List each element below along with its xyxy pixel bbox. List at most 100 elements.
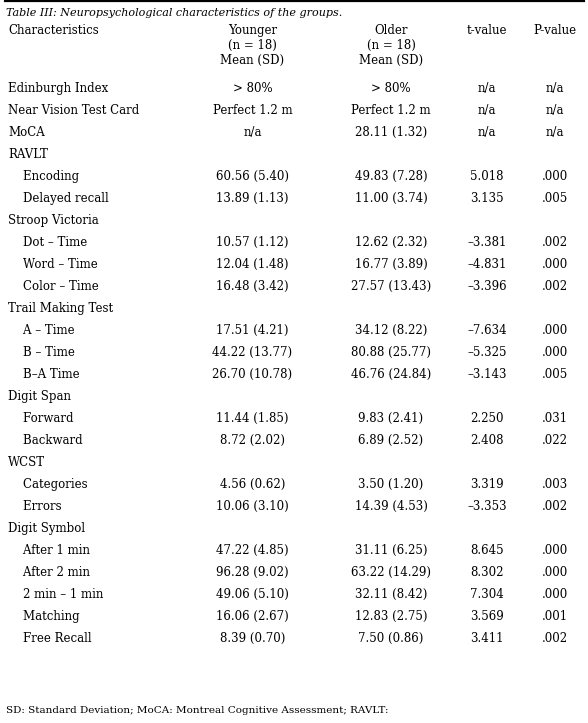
Text: Backward: Backward	[8, 434, 83, 447]
Text: 44.22 (13.77): 44.22 (13.77)	[212, 346, 293, 359]
Text: n/a: n/a	[477, 126, 496, 139]
Text: 26.70 (10.78): 26.70 (10.78)	[212, 368, 293, 381]
Text: Table III: Neuropsychological characteristics of the groups.: Table III: Neuropsychological characteri…	[6, 8, 342, 18]
Text: 12.04 (1.48): 12.04 (1.48)	[216, 258, 289, 271]
Text: Digit Symbol: Digit Symbol	[8, 522, 85, 535]
Text: 8.39 (0.70): 8.39 (0.70)	[220, 632, 285, 645]
Text: Matching: Matching	[8, 610, 79, 623]
Text: 3.569: 3.569	[470, 610, 504, 623]
Text: Color – Time: Color – Time	[8, 280, 99, 293]
Text: 10.06 (3.10): 10.06 (3.10)	[216, 500, 289, 513]
Text: n/a: n/a	[477, 104, 496, 117]
Text: n/a: n/a	[546, 82, 564, 95]
Text: 3.135: 3.135	[470, 192, 504, 205]
Text: 3.411: 3.411	[470, 632, 504, 645]
Text: 49.83 (7.28): 49.83 (7.28)	[355, 170, 427, 183]
Text: –3.381: –3.381	[467, 236, 507, 249]
Text: –3.143: –3.143	[467, 368, 507, 381]
Text: Word – Time: Word – Time	[8, 258, 98, 271]
Text: 4.56 (0.62): 4.56 (0.62)	[220, 478, 285, 491]
Text: 7.304: 7.304	[470, 588, 504, 601]
Text: t-value: t-value	[467, 24, 507, 37]
Text: .000: .000	[542, 544, 568, 557]
Text: –7.634: –7.634	[467, 324, 507, 337]
Text: Delayed recall: Delayed recall	[8, 192, 109, 205]
Text: 6.89 (2.52): 6.89 (2.52)	[359, 434, 423, 447]
Text: 11.00 (3.74): 11.00 (3.74)	[355, 192, 427, 205]
Text: Perfect 1.2 m: Perfect 1.2 m	[213, 104, 292, 117]
Text: 28.11 (1.32): 28.11 (1.32)	[355, 126, 427, 139]
Text: 49.06 (5.10): 49.06 (5.10)	[216, 588, 289, 601]
Text: 8.302: 8.302	[470, 566, 504, 579]
Text: A – Time: A – Time	[8, 324, 75, 337]
Text: n/a: n/a	[477, 82, 496, 95]
Text: .000: .000	[542, 346, 568, 359]
Text: 11.44 (1.85): 11.44 (1.85)	[216, 412, 289, 425]
Text: Dot – Time: Dot – Time	[8, 236, 87, 249]
Text: 96.28 (9.02): 96.28 (9.02)	[216, 566, 289, 579]
Text: RAVLT: RAVLT	[8, 148, 48, 161]
Text: > 80%: > 80%	[371, 82, 411, 95]
Text: 2.408: 2.408	[470, 434, 504, 447]
Text: .001: .001	[542, 610, 568, 623]
Text: 17.51 (4.21): 17.51 (4.21)	[216, 324, 289, 337]
Text: Mean (SD): Mean (SD)	[220, 54, 285, 67]
Text: .002: .002	[542, 500, 568, 513]
Text: .002: .002	[542, 236, 568, 249]
Text: 31.11 (6.25): 31.11 (6.25)	[355, 544, 427, 557]
Text: > 80%: > 80%	[233, 82, 272, 95]
Text: (n = 18): (n = 18)	[228, 39, 277, 52]
Text: .002: .002	[542, 632, 568, 645]
Text: Free Recall: Free Recall	[8, 632, 92, 645]
Text: .005: .005	[542, 368, 568, 381]
Text: 13.89 (1.13): 13.89 (1.13)	[216, 192, 289, 205]
Text: .000: .000	[542, 258, 568, 271]
Text: 2.250: 2.250	[470, 412, 504, 425]
Text: 16.06 (2.67): 16.06 (2.67)	[216, 610, 289, 623]
Text: Encoding: Encoding	[8, 170, 79, 183]
Text: 10.57 (1.12): 10.57 (1.12)	[216, 236, 289, 249]
Text: Edinburgh Index: Edinburgh Index	[8, 82, 108, 95]
Text: 47.22 (4.85): 47.22 (4.85)	[216, 544, 289, 557]
Text: 63.22 (14.29): 63.22 (14.29)	[351, 566, 431, 579]
Text: Categories: Categories	[8, 478, 88, 491]
Text: –4.831: –4.831	[467, 258, 507, 271]
Text: n/a: n/a	[243, 126, 262, 139]
Text: 12.62 (2.32): 12.62 (2.32)	[355, 236, 427, 249]
Text: 8.72 (2.02): 8.72 (2.02)	[220, 434, 285, 447]
Text: P-value: P-value	[533, 24, 577, 37]
Text: WCST: WCST	[8, 456, 45, 469]
Text: .000: .000	[542, 566, 568, 579]
Text: Trail Making Test: Trail Making Test	[8, 302, 113, 315]
Text: .000: .000	[542, 324, 568, 337]
Text: n/a: n/a	[546, 104, 564, 117]
Text: Mean (SD): Mean (SD)	[359, 54, 423, 67]
Text: (n = 18): (n = 18)	[366, 39, 416, 52]
Text: 2 min – 1 min: 2 min – 1 min	[8, 588, 103, 601]
Text: B–A Time: B–A Time	[8, 368, 79, 381]
Text: Older: Older	[374, 24, 407, 37]
Text: 14.39 (4.53): 14.39 (4.53)	[355, 500, 427, 513]
Text: SD: Standard Deviation; MoCA: Montreal Cognitive Assessment; RAVLT:: SD: Standard Deviation; MoCA: Montreal C…	[6, 706, 389, 715]
Text: B – Time: B – Time	[8, 346, 75, 359]
Text: Younger: Younger	[228, 24, 277, 37]
Text: .022: .022	[542, 434, 568, 447]
Text: .000: .000	[542, 588, 568, 601]
Text: 80.88 (25.77): 80.88 (25.77)	[351, 346, 431, 359]
Text: 46.76 (24.84): 46.76 (24.84)	[351, 368, 431, 381]
Text: n/a: n/a	[546, 126, 564, 139]
Text: Errors: Errors	[8, 500, 62, 513]
Text: 3.319: 3.319	[470, 478, 504, 491]
Text: 12.83 (2.75): 12.83 (2.75)	[355, 610, 427, 623]
Text: 7.50 (0.86): 7.50 (0.86)	[358, 632, 424, 645]
Text: .003: .003	[542, 478, 568, 491]
Text: After 1 min: After 1 min	[8, 544, 90, 557]
Text: 60.56 (5.40): 60.56 (5.40)	[216, 170, 289, 183]
Text: –3.353: –3.353	[467, 500, 507, 513]
Text: Characteristics: Characteristics	[8, 24, 99, 37]
Text: .000: .000	[542, 170, 568, 183]
Text: 8.645: 8.645	[470, 544, 504, 557]
Text: 5.018: 5.018	[470, 170, 504, 183]
Text: –5.325: –5.325	[467, 346, 507, 359]
Text: .031: .031	[542, 412, 568, 425]
